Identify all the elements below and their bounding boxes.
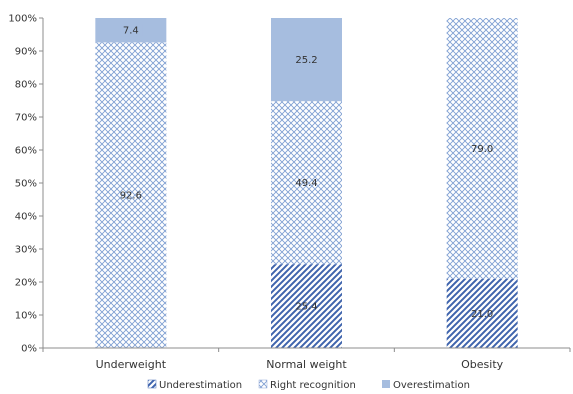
y-tick-label: 40% — [15, 212, 37, 223]
data-label-right-recognition-normal-weight: 49.4 — [295, 178, 317, 189]
y-tick-label: 10% — [15, 311, 37, 322]
legend-label-right-recognition: Right recognition — [270, 380, 356, 391]
data-label-bg — [116, 188, 146, 202]
data-label-bg — [292, 299, 321, 313]
axes: Underweight Normal weight Obesity 0% 10% 20% 3… — [8, 14, 571, 371]
data-label-bg — [292, 175, 321, 189]
data-label-bg — [467, 141, 497, 155]
data-labels: 92.6 7.4 25.4 49.4 25.2 21.0 79.0 — [116, 23, 497, 320]
data-label-bg — [292, 52, 321, 66]
data-label-bg — [467, 306, 497, 320]
legend-label-underestimation: Underestimation — [159, 380, 242, 391]
data-label-right-recognition-underweight: 92.6 — [120, 191, 142, 202]
y-tick-label: 50% — [15, 179, 37, 190]
y-tick-label: 70% — [15, 113, 37, 124]
data-label-underestimation-normal-weight: 25.4 — [295, 302, 317, 313]
x-tick-label-normal-weight: Normal weight — [266, 358, 347, 371]
legend-swatch-underestimation — [147, 379, 157, 389]
y-tick-label: 80% — [15, 80, 37, 91]
x-tick-label-obesity: Obesity — [461, 358, 504, 371]
legend: Underestimation Right recognition Overesti… — [147, 379, 470, 391]
legend-swatch-overestimation — [382, 380, 390, 388]
legend-label-overestimation: Overestimation — [393, 380, 470, 391]
legend-swatch-right-recognition — [258, 379, 268, 389]
data-label-right-recognition-obesity: 79.0 — [471, 144, 493, 155]
y-tick-label: 100% — [8, 14, 37, 25]
data-label-overestimation-underweight: 7.4 — [123, 26, 139, 37]
x-tick-label-underweight: Underweight — [96, 358, 167, 371]
data-label-underestimation-obesity: 21.0 — [471, 309, 493, 320]
y-tick-label: 20% — [15, 278, 37, 289]
y-tick-label: 30% — [15, 245, 37, 256]
data-label-overestimation-normal-weight: 25.2 — [295, 55, 317, 66]
y-tick-label: 90% — [15, 47, 37, 58]
y-tick-label: 0% — [21, 344, 37, 355]
data-label-bg — [119, 23, 143, 37]
y-tick-label: 60% — [15, 146, 37, 157]
